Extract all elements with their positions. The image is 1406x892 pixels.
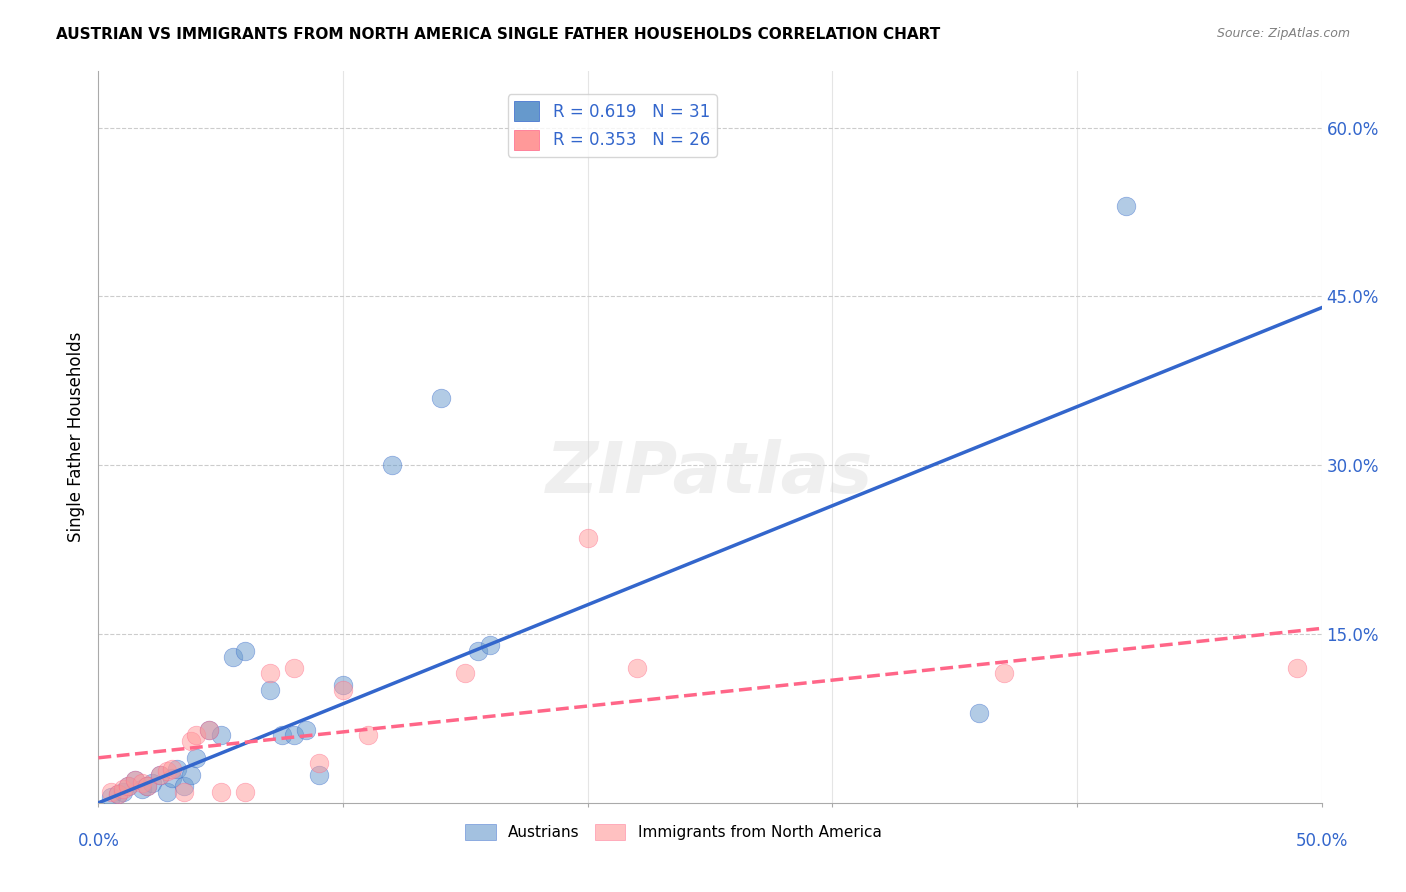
Text: 0.0%: 0.0% <box>77 832 120 850</box>
Point <box>295 723 318 737</box>
Point <box>131 782 153 797</box>
Point <box>111 784 134 798</box>
Point <box>197 723 219 737</box>
Point <box>149 767 172 781</box>
Text: AUSTRIAN VS IMMIGRANTS FROM NORTH AMERICA SINGLE FATHER HOUSEHOLDS CORRELATION C: AUSTRIAN VS IMMIGRANTS FROM NORTH AMERIC… <box>56 27 941 42</box>
Point <box>576 532 599 546</box>
Point <box>107 787 129 801</box>
Point <box>430 391 453 405</box>
Point <box>173 779 195 793</box>
Point <box>993 666 1015 681</box>
Point <box>308 756 330 771</box>
Point <box>180 767 202 781</box>
Point <box>222 649 245 664</box>
Text: ZIPatlas: ZIPatlas <box>547 439 873 508</box>
Point <box>308 767 330 781</box>
Point <box>332 683 354 698</box>
Point <box>283 661 305 675</box>
Point <box>141 775 163 789</box>
Point <box>209 784 232 798</box>
Point <box>381 458 404 473</box>
Point <box>467 644 489 658</box>
Point <box>107 787 129 801</box>
Point <box>454 666 477 681</box>
Point <box>259 683 281 698</box>
Point <box>259 666 281 681</box>
Point <box>197 723 219 737</box>
Y-axis label: Single Father Households: Single Father Households <box>66 332 84 542</box>
Point <box>131 775 153 789</box>
Point <box>136 779 159 793</box>
Text: 50.0%: 50.0% <box>1295 832 1348 850</box>
Point <box>173 784 195 798</box>
Point <box>180 734 202 748</box>
Point <box>100 784 122 798</box>
Point <box>156 784 179 798</box>
Point <box>186 728 208 742</box>
Point <box>283 728 305 742</box>
Point <box>1115 199 1137 213</box>
Point <box>156 764 179 779</box>
Point <box>1286 661 1309 675</box>
Point <box>626 661 648 675</box>
Point <box>186 751 208 765</box>
Point <box>233 644 256 658</box>
Point <box>166 762 188 776</box>
Point <box>209 728 232 742</box>
Point <box>149 767 172 781</box>
Point <box>117 779 139 793</box>
Text: Source: ZipAtlas.com: Source: ZipAtlas.com <box>1216 27 1350 40</box>
Legend: Austrians, Immigrants from North America: Austrians, Immigrants from North America <box>458 818 887 847</box>
Point <box>356 728 378 742</box>
Point <box>967 706 990 720</box>
Point <box>100 790 122 805</box>
Point <box>270 728 294 742</box>
Point <box>478 638 501 652</box>
Point <box>233 784 256 798</box>
Point <box>111 782 134 797</box>
Point <box>160 771 183 785</box>
Point <box>124 773 146 788</box>
Point <box>332 678 354 692</box>
Point <box>160 762 183 776</box>
Point <box>117 779 139 793</box>
Point <box>124 773 146 788</box>
Point <box>136 779 159 793</box>
